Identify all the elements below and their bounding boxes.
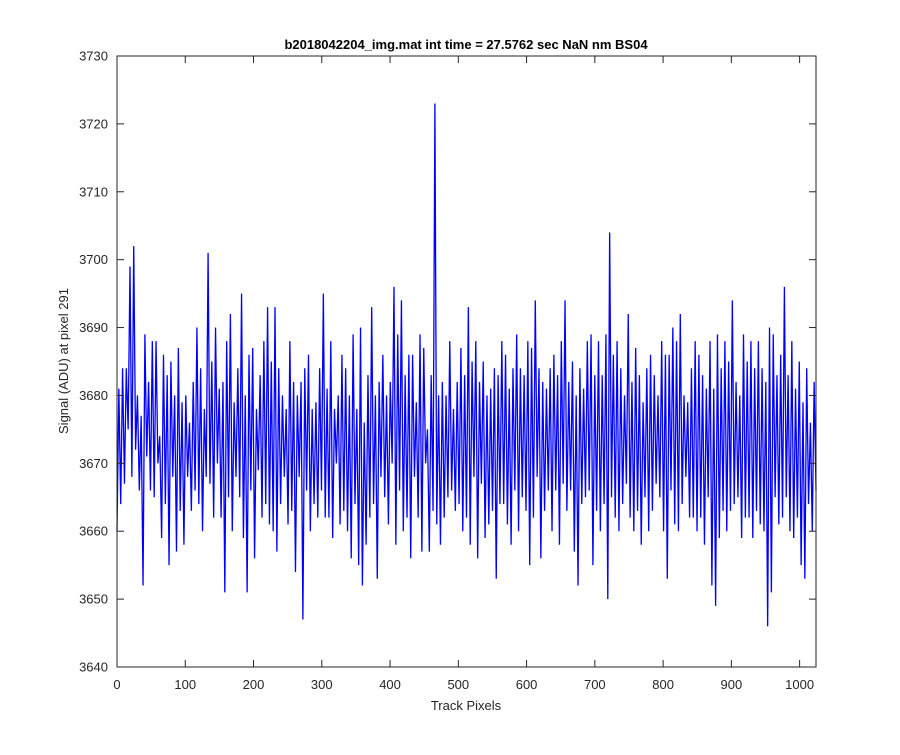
plot-area	[117, 56, 816, 667]
x-tick-label: 0	[113, 677, 120, 692]
y-tick-label: 3720	[79, 116, 108, 131]
y-tick-label: 3710	[79, 184, 108, 199]
y-tick-label: 3690	[79, 320, 108, 335]
x-tick-label: 300	[311, 677, 333, 692]
y-tick-label: 3700	[79, 252, 108, 267]
y-tick-label: 3680	[79, 388, 108, 403]
y-tick-label: 3650	[79, 592, 108, 607]
x-tick-label: 1000	[785, 677, 814, 692]
chart-title: b2018042204_img.mat int time = 27.5762 s…	[284, 37, 648, 52]
x-tick-label: 500	[447, 677, 469, 692]
x-axis-label: Track Pixels	[431, 698, 502, 713]
y-axis-label: Signal (ADU) at pixel 291	[56, 288, 71, 434]
x-tick-label: 100	[174, 677, 196, 692]
y-tick-label: 3660	[79, 524, 108, 539]
x-axis-ticks: 0 100 200 300 400 500 600 700 800 900 1000	[113, 56, 814, 692]
y-axis-ticks: 3640 3650 3660 3670 3680 3690 3700 3710 3720 3730	[79, 49, 816, 675]
y-tick-label: 3730	[79, 49, 108, 64]
x-tick-label: 800	[652, 677, 674, 692]
series-layer	[116, 103, 817, 627]
x-tick-label: 700	[584, 677, 606, 692]
x-tick-label: 600	[516, 677, 538, 692]
series-line-1	[116, 103, 817, 627]
x-tick-label: 400	[379, 677, 401, 692]
y-tick-label: 3640	[79, 660, 108, 675]
x-tick-label: 200	[243, 677, 265, 692]
y-tick-label: 3670	[79, 456, 108, 471]
axes-box	[116, 55, 817, 668]
x-tick-label: 900	[721, 677, 743, 692]
